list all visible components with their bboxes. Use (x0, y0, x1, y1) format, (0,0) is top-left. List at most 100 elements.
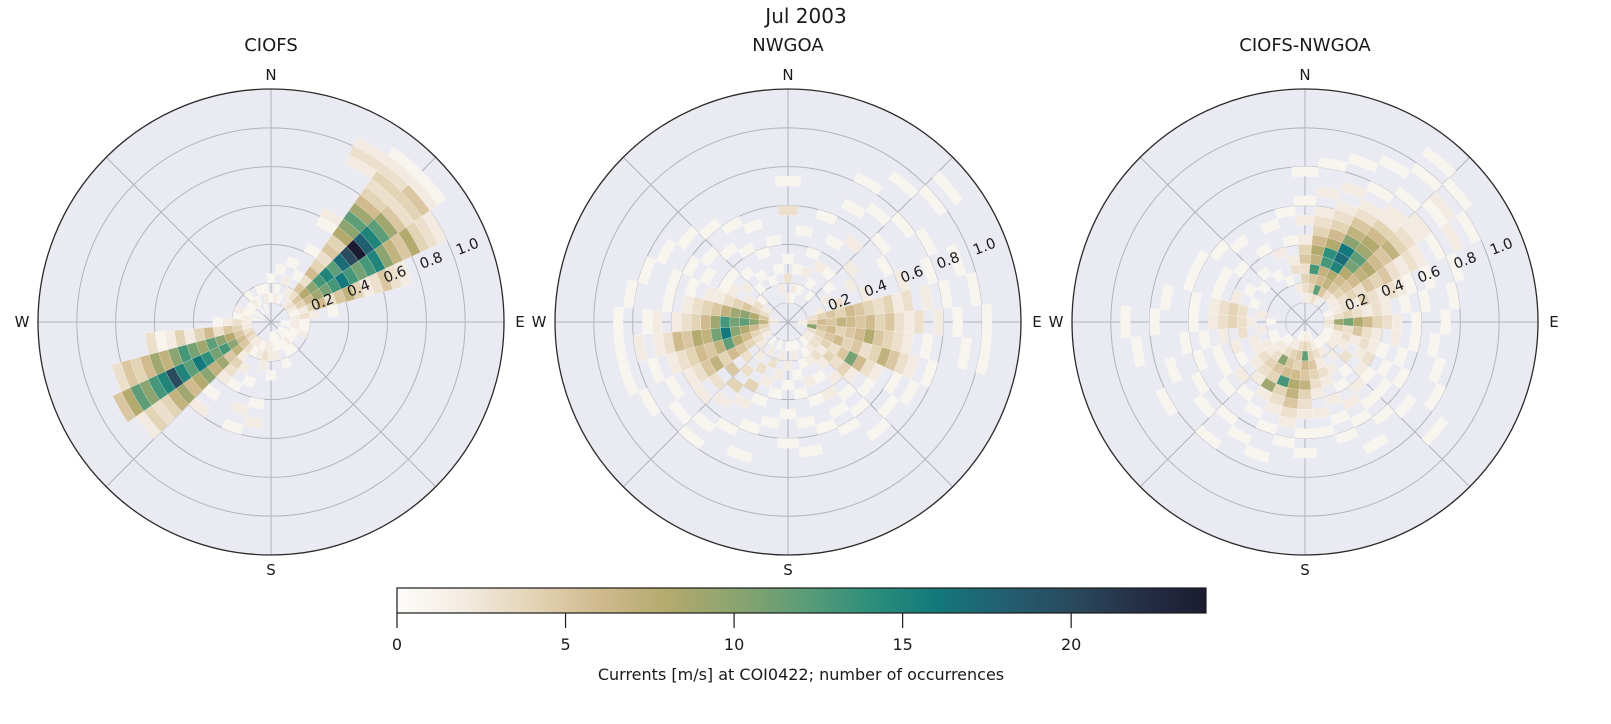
compass-label-e: E (515, 313, 524, 331)
histogram-cell (718, 242, 739, 261)
histogram-cell (855, 314, 866, 330)
histogram-cell (1292, 447, 1318, 459)
histogram-cell (285, 256, 301, 270)
histogram-cell (297, 329, 309, 339)
histogram-cell (845, 315, 857, 329)
histogram-cell (1297, 399, 1313, 410)
histogram-cell (1149, 308, 1161, 336)
histogram-cell (777, 283, 786, 295)
histogram-cell (874, 313, 886, 331)
histogram-cell (795, 225, 814, 238)
r-tick-label: 1.0 (1488, 236, 1515, 259)
histogram-cell (144, 331, 159, 355)
histogram-cell (931, 170, 964, 206)
histogram-cell (1216, 265, 1234, 286)
histogram-cell (919, 359, 939, 388)
figure-suptitle: Jul 2003 (765, 4, 847, 28)
histogram-cell (1291, 166, 1319, 178)
r-tick-labels: 0.2 0.4 0.6 0.8 1.0 (1343, 236, 1515, 315)
panel-title-ciofs: CIOFS (244, 35, 298, 56)
histogram-cell (1333, 318, 1345, 326)
histogram-cell (1300, 360, 1310, 371)
histogram-cell (265, 370, 277, 381)
histogram-cell (1233, 259, 1251, 278)
colorbar-tick-label: 0 (392, 635, 402, 654)
histogram-cell (726, 444, 754, 463)
histogram-cell (269, 331, 273, 342)
colorbar-bar (396, 587, 1207, 614)
histogram-cell (1310, 387, 1326, 400)
histogram-cell (772, 263, 785, 276)
polar-grid (555, 89, 1021, 555)
histogram-cell (816, 318, 828, 326)
histogram-cell (894, 311, 905, 333)
histogram-cell (1362, 315, 1374, 329)
histogram-cell (1441, 177, 1473, 211)
histogram-cell (260, 283, 269, 295)
compass-label-e: E (1032, 313, 1041, 331)
r-tick-label: 0.4 (862, 277, 889, 300)
histogram-cell (884, 312, 896, 332)
r-tick-label: 0.2 (1343, 291, 1370, 314)
r-tick-label: 0.8 (935, 250, 962, 273)
histogram-cell (1301, 282, 1309, 294)
histogram-cell (668, 399, 693, 426)
histogram-cell (720, 216, 744, 235)
polar-grid (1072, 89, 1538, 555)
histogram-cell (779, 408, 797, 420)
histogram-cell (815, 209, 838, 226)
histogram-cell (1155, 387, 1179, 418)
histogram-cell (1209, 239, 1230, 262)
histogram-cell (729, 316, 740, 328)
histogram-cell (952, 306, 964, 338)
histogram-cell (1455, 210, 1482, 245)
histogram-cell (836, 417, 861, 437)
histogram-cell (1287, 254, 1301, 267)
histogram-cell (1190, 370, 1210, 395)
histogram-cell (1421, 146, 1457, 179)
histogram-cell (1382, 314, 1393, 330)
histogram-cell (781, 253, 795, 265)
histogram-cell (612, 306, 624, 338)
r-tick-label: 1.0 (454, 236, 481, 259)
histogram-cell (1243, 282, 1258, 298)
histogram-cell (1243, 401, 1265, 420)
histogram-cell (308, 309, 320, 319)
colorbar-label: Currents [m/s] at COI0422; number of occ… (597, 665, 1005, 684)
histogram-cell (421, 210, 448, 245)
panel-title-ciofs-nwgoa: CIOFS-NWGOA (1239, 35, 1371, 56)
histogram-cell (1391, 313, 1403, 331)
r-tick-label: 0.2 (826, 291, 853, 314)
histogram-cell (981, 303, 993, 341)
histogram-cell (700, 246, 720, 267)
histogram-cell (1246, 316, 1257, 328)
histogram-cell (1301, 350, 1309, 362)
histogram-cell (1120, 305, 1132, 339)
histogram-cell (112, 391, 137, 423)
histogram-cell (739, 317, 750, 327)
histogram-cell (233, 305, 245, 315)
histogram-cell (785, 341, 791, 352)
histogram-cell (651, 309, 663, 335)
histogram-cell (1423, 383, 1447, 412)
r-tick-label: 0.8 (418, 250, 445, 273)
compass-label-n: N (265, 66, 276, 84)
histogram-cell (804, 277, 817, 291)
histogram-cell (1188, 311, 1199, 333)
histogram-cell (393, 260, 412, 288)
histogram-cell (642, 309, 653, 335)
histogram-cell (231, 318, 243, 326)
histogram-cell (1265, 318, 1277, 326)
polar-spine (37, 88, 505, 556)
histogram-cell (1298, 379, 1312, 391)
r-tick-label: 0.6 (382, 263, 409, 286)
histogram-cell (1282, 234, 1299, 248)
histogram-cell (815, 418, 838, 435)
histogram-cell (742, 218, 764, 235)
histogram-cell (776, 437, 800, 449)
histogram-cell (807, 392, 826, 407)
histogram-cell (676, 225, 700, 250)
histogram-cell (821, 265, 837, 282)
